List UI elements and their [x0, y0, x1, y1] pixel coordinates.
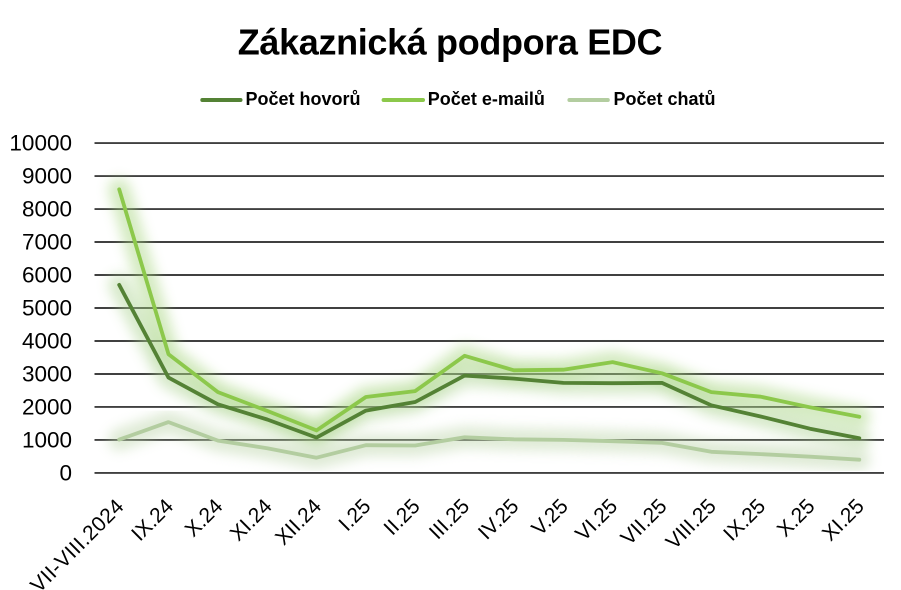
svg-text:Počet chatů: Počet chatů — [614, 89, 716, 109]
svg-text:10000: 10000 — [9, 131, 72, 156]
svg-text:5000: 5000 — [22, 296, 72, 321]
svg-text:4000: 4000 — [22, 329, 72, 354]
svg-text:7000: 7000 — [22, 230, 72, 255]
svg-text:2000: 2000 — [22, 394, 72, 419]
svg-text:Počet e-mailů: Počet e-mailů — [428, 89, 545, 109]
svg-text:1000: 1000 — [22, 427, 72, 452]
svg-text:Zákaznická podpora EDC: Zákaznická podpora EDC — [238, 22, 663, 63]
svg-text:3000: 3000 — [22, 362, 72, 387]
svg-text:0: 0 — [59, 460, 72, 485]
svg-text:6000: 6000 — [22, 263, 72, 288]
svg-text:9000: 9000 — [22, 164, 72, 189]
svg-text:8000: 8000 — [22, 197, 72, 222]
svg-text:Počet hovorů: Počet hovorů — [246, 89, 361, 109]
